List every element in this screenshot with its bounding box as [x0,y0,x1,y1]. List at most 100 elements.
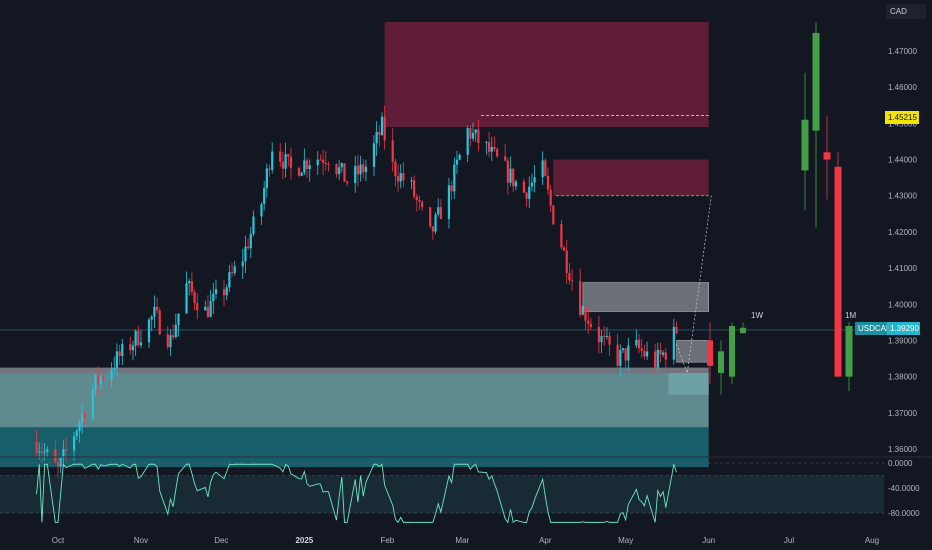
oscillator-tick-label: -80.0000 [888,509,920,518]
monthly-candle-body [834,166,842,377]
daily-candle-body [281,161,285,169]
daily-candle-body [94,374,97,390]
daily-candle-body [78,422,81,431]
supply-zone-lower [553,159,709,196]
daily-candle-body [469,128,472,139]
daily-candle-body [340,163,343,168]
currency-badge[interactable]: CAD [886,4,926,19]
daily-candle-body [656,349,659,368]
level-price-tag: 1.45215 [885,111,919,124]
daily-candle-body [113,367,116,369]
daily-candle-body [375,131,378,144]
weekly-candle-body [707,340,713,366]
time-tick-label: Oct [52,536,65,545]
daily-candle-body [129,343,132,351]
higher-timeframe-candles-layer [707,22,853,395]
daily-candle-body [75,430,78,437]
daily-candle-body [512,168,515,187]
daily-candle-body [546,175,550,190]
daily-candle-body [321,159,325,163]
time-tick-label: Feb [380,536,394,545]
time-tick-label: Dec [214,536,228,545]
daily-candle-body [59,457,62,467]
daily-candle-body [64,449,68,451]
daily-candle-body [431,226,434,232]
weekly-timeframe-label: 1W [751,311,763,320]
daily-candle-body [204,306,207,311]
daily-candle-body [212,293,215,302]
daily-candle-body [343,163,346,182]
daily-candle-body [662,352,665,355]
daily-candle-body [621,348,625,351]
daily-candle-body [190,281,193,293]
daily-candle-body [541,160,544,178]
daily-candle-body [418,199,421,202]
annotation-lines-layer [481,115,712,374]
daily-candle-body [121,343,124,357]
price-tick-label: 1.38000 [888,373,917,382]
daily-candle-body [544,160,547,176]
oscillator-line [36,463,677,524]
daily-candle-body [378,131,381,135]
daily-candle-body [153,306,156,317]
daily-candle-body [263,188,266,205]
daily-candle-body [158,310,161,335]
daily-candle-body [496,149,499,157]
daily-candle-body [172,335,175,338]
daily-candle-body [354,165,357,184]
daily-candle-body [643,350,646,357]
daily-candle-body [600,336,603,343]
daily-candle-body [118,351,121,357]
price-tick-label: 1.42000 [888,228,917,237]
daily-candle-body [97,374,100,385]
daily-candle-body [131,345,135,351]
daily-candle-body [587,320,590,324]
daily-candle-body [579,281,582,315]
daily-candle-body [659,349,662,355]
monthly-candle-body [845,325,853,377]
daily-candle-body [466,128,469,155]
daily-candle-body [359,164,362,175]
daily-candle-body [439,207,443,220]
time-tick-label: Nov [134,536,148,545]
daily-candle-body [396,176,400,182]
monthly-candle-body [812,32,820,131]
daily-candle-body [362,164,365,173]
supply-zone-upper [384,22,709,127]
time-tick-label: 2025 [295,536,313,545]
daily-candle-body [552,205,555,225]
daily-candle-body [110,368,113,380]
time-axis: Oct Nov Dec 2025 Feb Mar Apr May Jun Jul Aug [52,536,879,545]
daily-candle-body [265,168,268,189]
time-tick-label: Aug [865,536,879,545]
daily-candle-body [608,335,611,345]
daily-candle-body [605,335,609,337]
daily-candle-body [597,326,600,343]
price-tick-label: 1.39000 [888,336,917,345]
daily-candle-body [413,180,416,197]
daily-candle-body [391,140,394,162]
daily-candle-body [530,182,534,187]
price-tick-label: 1.44000 [888,156,917,165]
daily-candle-body [147,319,151,343]
daily-candle-body [260,204,263,217]
daily-candle-body [99,377,102,385]
daily-candle-body [522,181,526,193]
daily-candle-body [38,451,41,453]
daily-candle-body [252,216,255,235]
daily-candle-body [177,313,180,326]
daily-candle-body [380,116,384,135]
oscillator-tick-label: -40.0000 [888,484,920,493]
daily-candle-body [528,186,531,199]
daily-candle-body [421,201,424,208]
time-tick-label: Jun [702,536,715,545]
daily-candle-body [455,159,459,165]
daily-candle-body [188,281,191,284]
daily-candle-body [284,154,287,169]
daily-candle-body [83,413,86,419]
daily-candle-body [228,272,231,288]
demand-zone-small [668,373,709,395]
daily-candle-body [335,164,338,174]
daily-candle-body [214,289,218,294]
